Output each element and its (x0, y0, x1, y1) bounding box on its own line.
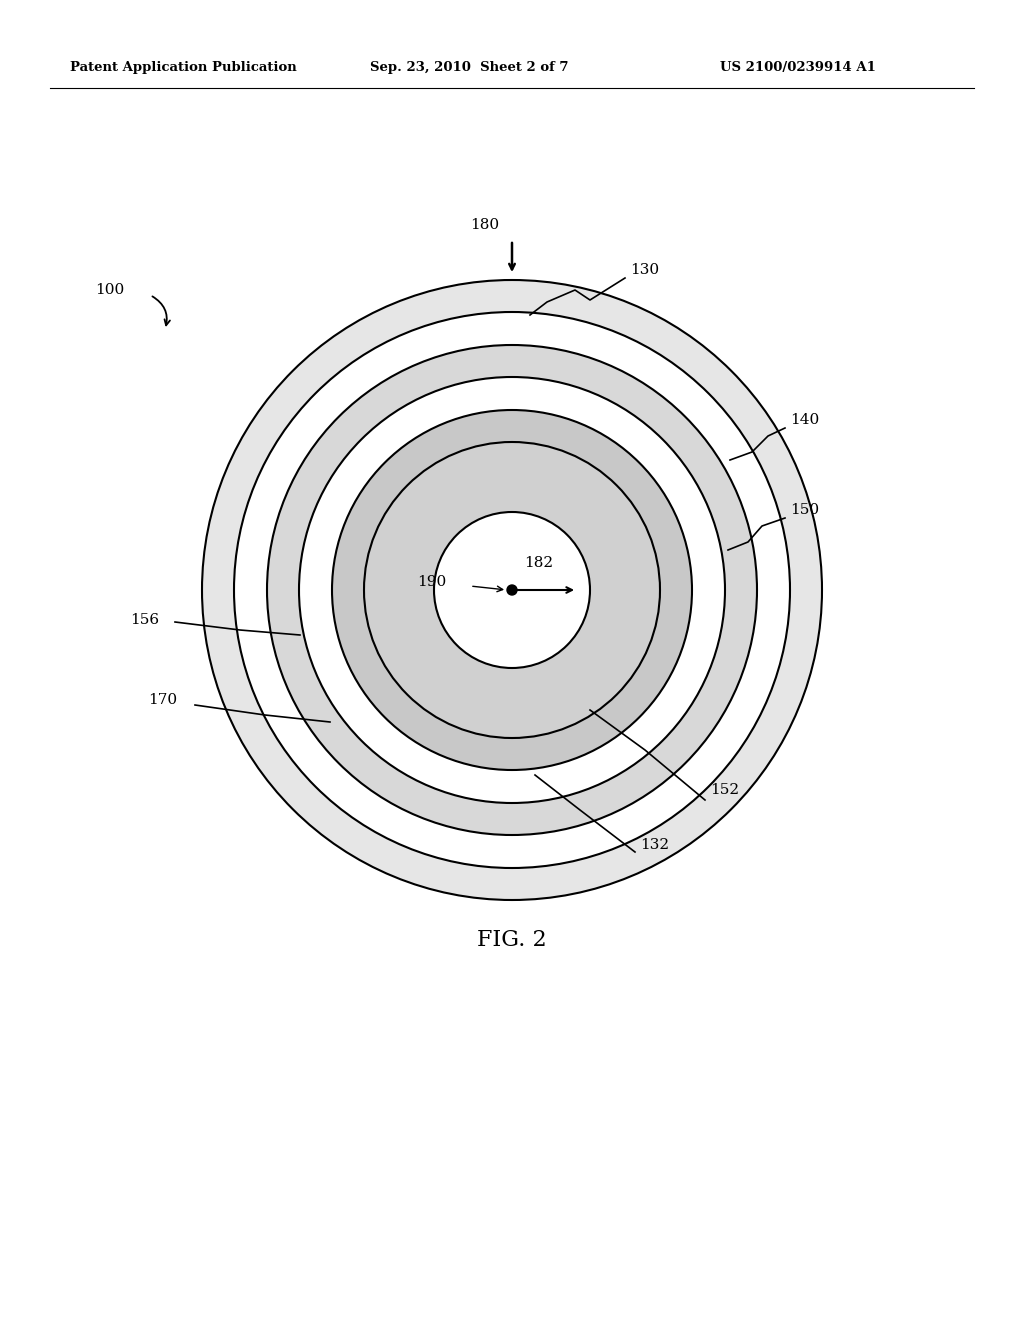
Text: US 2100/0239914 A1: US 2100/0239914 A1 (720, 62, 876, 74)
Text: 150: 150 (790, 503, 819, 517)
Text: 132: 132 (640, 838, 669, 851)
Circle shape (434, 512, 590, 668)
Text: 180: 180 (470, 218, 499, 232)
Circle shape (267, 345, 757, 836)
Circle shape (507, 585, 517, 595)
Text: 130: 130 (630, 263, 659, 277)
Circle shape (202, 280, 822, 900)
Circle shape (234, 312, 790, 869)
Text: Sep. 23, 2010  Sheet 2 of 7: Sep. 23, 2010 Sheet 2 of 7 (370, 62, 568, 74)
Circle shape (299, 378, 725, 803)
Text: 140: 140 (790, 413, 819, 426)
Circle shape (364, 442, 660, 738)
Circle shape (332, 411, 692, 770)
Text: 156: 156 (130, 612, 159, 627)
Text: 152: 152 (710, 783, 739, 797)
Text: FIG. 2: FIG. 2 (477, 929, 547, 950)
Text: Patent Application Publication: Patent Application Publication (70, 62, 297, 74)
Text: 100: 100 (95, 282, 124, 297)
Text: 182: 182 (524, 556, 553, 570)
Text: 190: 190 (417, 576, 446, 589)
Text: 170: 170 (148, 693, 177, 708)
